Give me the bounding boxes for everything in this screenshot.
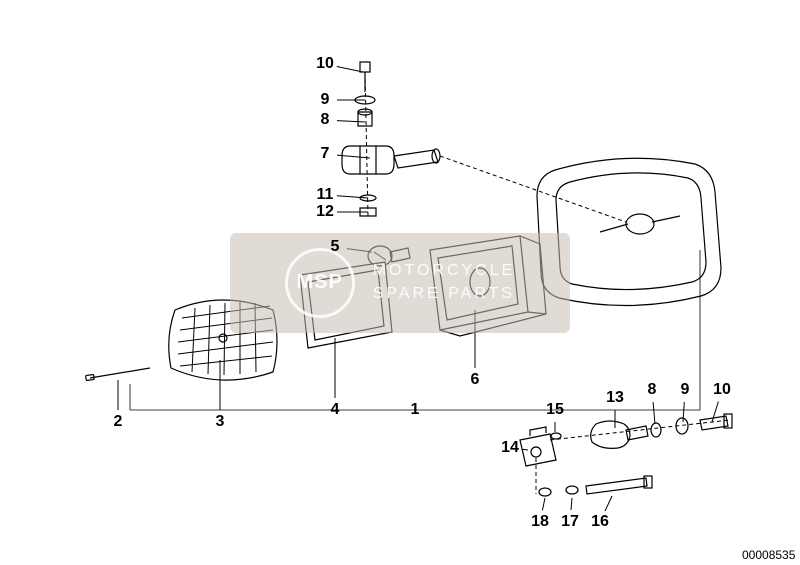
callout-9-15: 9 [681,381,690,399]
callout-2-11: 2 [114,413,123,431]
callout-7-3: 7 [321,145,330,163]
callout-10-0: 10 [316,55,334,73]
callout-10-16: 10 [713,381,731,399]
exploded-diagram: MSP MOTORCYCLE SPARE PARTS 1098711125641… [0,0,800,565]
callout-3-10: 3 [216,413,225,431]
callout-15-12: 15 [546,401,564,419]
callout-4-8: 4 [331,401,340,419]
callout-14-17: 14 [501,439,519,457]
callout-16-20: 16 [591,513,609,531]
callout-11-4: 11 [317,186,334,204]
diagram-lineart [0,0,800,565]
callout-5-6: 5 [331,238,340,256]
callout-1-9: 1 [411,401,420,419]
callout-12-5: 12 [316,203,334,221]
image-id: 00008535 [742,548,795,562]
callout-8-2: 8 [321,111,330,129]
callout-8-14: 8 [648,381,657,399]
callout-9-1: 9 [321,91,330,109]
callout-6-7: 6 [471,371,480,389]
callout-17-19: 17 [561,513,579,531]
callout-18-18: 18 [531,513,549,531]
callout-13-13: 13 [606,389,624,407]
